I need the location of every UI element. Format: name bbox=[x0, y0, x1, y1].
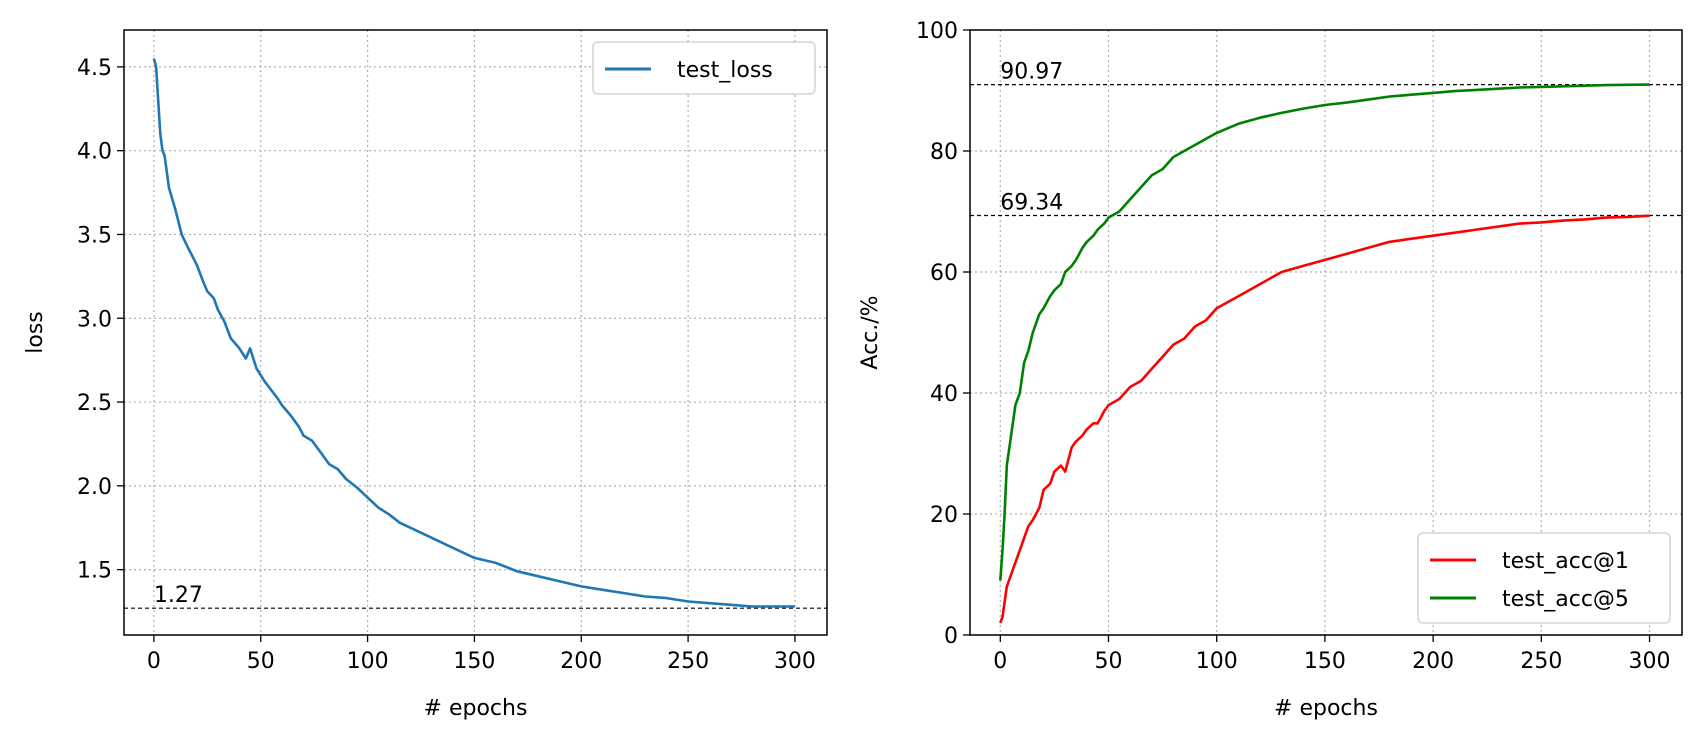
loss-y-ticks: 1.5 2.0 2.5 3.0 3.5 4.0 4.5 bbox=[77, 56, 124, 584]
x-tick-label: 200 bbox=[560, 649, 602, 674]
x-tick-label: 300 bbox=[774, 649, 816, 674]
x-tick-label: 100 bbox=[347, 649, 389, 674]
loss-reference-lines: 1.27 bbox=[124, 583, 827, 609]
legend-box bbox=[1417, 532, 1671, 624]
y-tick-label: 2.0 bbox=[77, 475, 112, 500]
accuracy-x-ticks: 0 50 100 150 200 250 300 bbox=[993, 635, 1671, 674]
y-tick-label: 1.5 bbox=[77, 559, 112, 584]
accuracy-reference-lines: 90.97 69.34 bbox=[970, 60, 1682, 217]
accuracy-series bbox=[999, 83, 1650, 624]
y-tick-label: 60 bbox=[930, 261, 958, 286]
x-tick-label: 0 bbox=[993, 649, 1007, 674]
accuracy-legend: test_acc@1 test_acc@5 bbox=[1417, 532, 1671, 624]
y-tick-label: 20 bbox=[930, 503, 958, 528]
loss-x-ticks: 0 50 100 150 200 250 300 bbox=[147, 635, 816, 674]
x-tick-label: 250 bbox=[1520, 649, 1562, 674]
series-line-test_acc@5 bbox=[999, 83, 1650, 581]
accuracy-y-axis-label: Acc./% bbox=[858, 295, 883, 369]
loss-grid bbox=[124, 30, 827, 635]
y-tick-label: 3.5 bbox=[77, 223, 112, 248]
accuracy-axes-frame bbox=[969, 29, 1683, 636]
y-tick-label: 2.5 bbox=[77, 391, 112, 416]
y-tick-label: 80 bbox=[930, 140, 958, 165]
loss-x-axis-label: # epochs bbox=[424, 696, 528, 721]
accuracy-x-axis-label: # epochs bbox=[1274, 696, 1378, 721]
legend-label: test_acc@1 bbox=[1502, 549, 1629, 574]
series-line-test_acc@1 bbox=[999, 214, 1650, 624]
x-tick-label: 200 bbox=[1412, 649, 1454, 674]
y-tick-label: 4.5 bbox=[77, 56, 112, 81]
x-tick-label: 150 bbox=[453, 649, 495, 674]
reference-line-label: 1.27 bbox=[154, 583, 203, 608]
y-tick-label: 100 bbox=[916, 19, 958, 44]
accuracy-chart: 90.97 69.34 0 50 100 150 200 250 300 0 20 40 60 80 1… bbox=[858, 19, 1683, 721]
legend-label: test_loss bbox=[677, 58, 773, 83]
y-tick-label: 4.0 bbox=[77, 140, 112, 165]
loss-series bbox=[152, 58, 795, 608]
x-tick-label: 300 bbox=[1629, 649, 1671, 674]
series-line-test_loss bbox=[152, 58, 795, 608]
x-tick-label: 250 bbox=[667, 649, 709, 674]
reference-line-label: 69.34 bbox=[1000, 190, 1063, 215]
y-tick-label: 40 bbox=[930, 382, 958, 407]
legend-label: test_acc@5 bbox=[1502, 587, 1629, 612]
y-tick-label: 3.0 bbox=[77, 307, 112, 332]
reference-line-label: 90.97 bbox=[1000, 60, 1063, 85]
loss-axes-frame bbox=[123, 29, 828, 636]
loss-legend: test_loss bbox=[592, 41, 816, 95]
x-tick-label: 100 bbox=[1196, 649, 1238, 674]
x-tick-label: 0 bbox=[147, 649, 161, 674]
legend-box bbox=[592, 41, 816, 95]
loss-y-axis-label: loss bbox=[23, 311, 48, 354]
x-tick-label: 150 bbox=[1304, 649, 1346, 674]
x-tick-label: 50 bbox=[247, 649, 275, 674]
loss-chart: 1.27 0 50 100 150 200 250 300 1.5 2.0 2.5 3.0 3.5 4… bbox=[23, 29, 828, 721]
accuracy-y-ticks: 0 20 40 60 80 100 bbox=[916, 19, 970, 649]
y-tick-label: 0 bbox=[944, 624, 958, 649]
x-tick-label: 50 bbox=[1095, 649, 1123, 674]
